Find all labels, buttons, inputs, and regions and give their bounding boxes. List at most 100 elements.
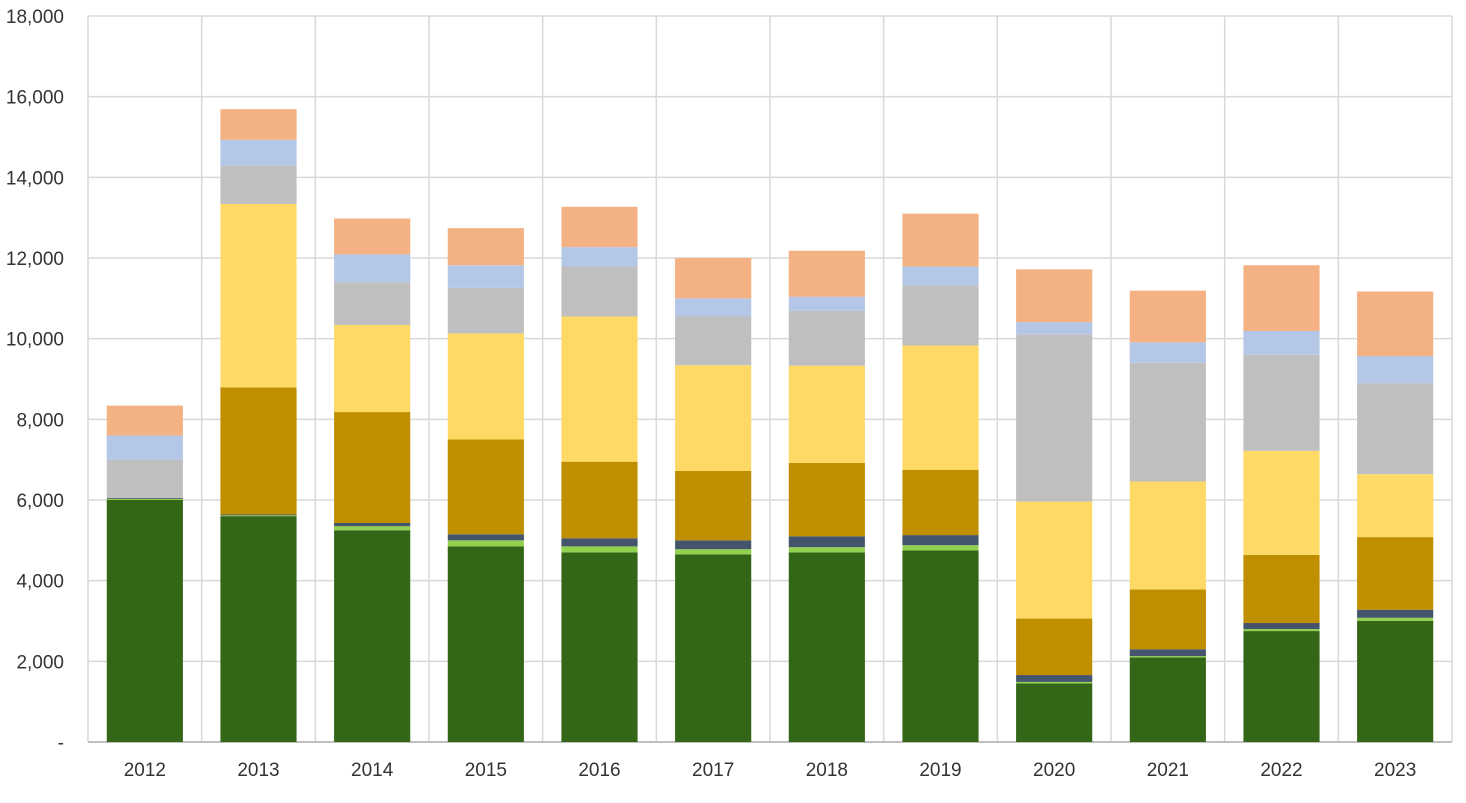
bar-segment-2019-series-8 bbox=[902, 213, 979, 267]
bar-segment-2023-series-6 bbox=[1357, 383, 1434, 475]
bar-segment-2014-series-7 bbox=[334, 254, 411, 283]
y-tick-label: 8,000 bbox=[16, 410, 64, 431]
bar-stack-2016 bbox=[561, 206, 638, 742]
bar-segment-2020-series-4 bbox=[1016, 618, 1093, 676]
bar-segment-2018-series-3 bbox=[788, 536, 865, 548]
bar-segment-2022-series-1 bbox=[1243, 631, 1320, 742]
y-tick-label: 6,000 bbox=[16, 491, 64, 512]
bar-segment-2013-series-8 bbox=[220, 109, 297, 140]
bar-segment-2019-series-7 bbox=[902, 266, 979, 286]
bar-segment-2014-series-3 bbox=[334, 522, 411, 527]
bar-segment-2022-series-8 bbox=[1243, 265, 1320, 332]
bar-stack-2022 bbox=[1243, 265, 1320, 742]
bar-segment-2018-series-6 bbox=[788, 310, 865, 366]
bar-segment-2020-series-7 bbox=[1016, 322, 1093, 335]
y-tick-label: 14,000 bbox=[6, 168, 64, 189]
bar-segment-2021-series-1 bbox=[1129, 657, 1206, 742]
bar-segment-2016-series-3 bbox=[561, 538, 638, 547]
bar-segment-2017-series-1 bbox=[675, 554, 752, 742]
bar-segment-2023-series-5 bbox=[1357, 474, 1434, 538]
y-axis-ticks: - 2,000 4,000 6,000 8,000 10,000 12,000 14,000 1… bbox=[6, 7, 64, 754]
bar-segment-2023-series-8 bbox=[1357, 291, 1434, 357]
bar-stack-2012 bbox=[106, 405, 183, 742]
bar-segment-2016-series-7 bbox=[561, 247, 638, 267]
y-tick-label: 18,000 bbox=[6, 7, 64, 28]
bar-stack-2014 bbox=[334, 218, 411, 742]
bar-segment-2019-series-4 bbox=[902, 469, 979, 536]
bar-segment-2021-series-2 bbox=[1129, 656, 1206, 658]
bar-segment-2020-series-3 bbox=[1016, 675, 1093, 682]
bar-segment-2022-series-5 bbox=[1243, 450, 1320, 555]
bar-segment-2012-series-3 bbox=[106, 497, 183, 499]
x-tick-label: 2023 bbox=[1374, 760, 1416, 781]
bar-segment-2013-series-5 bbox=[220, 203, 297, 388]
bar-stack-2013 bbox=[220, 109, 297, 742]
bar-stack-2020 bbox=[1016, 269, 1093, 742]
bar-segment-2014-series-5 bbox=[334, 324, 411, 413]
bar-segment-2021-series-4 bbox=[1129, 589, 1206, 650]
bar-segment-2015-series-7 bbox=[447, 265, 524, 288]
bar-segment-2014-series-6 bbox=[334, 282, 411, 325]
bar-segment-2017-series-5 bbox=[675, 365, 752, 471]
bar-segment-2016-series-4 bbox=[561, 461, 638, 539]
bar-segment-2023-series-7 bbox=[1357, 356, 1434, 384]
bar-segment-2021-series-7 bbox=[1129, 342, 1206, 363]
bar-segment-2019-series-5 bbox=[902, 345, 979, 470]
bar-segment-2012-series-7 bbox=[106, 435, 183, 460]
y-tick-label: 16,000 bbox=[6, 88, 64, 109]
bar-segment-2018-series-1 bbox=[788, 552, 865, 742]
x-tick-label: 2015 bbox=[465, 760, 507, 781]
x-tick-label: 2013 bbox=[237, 760, 279, 781]
bar-segment-2020-series-5 bbox=[1016, 501, 1093, 619]
bar-segment-2017-series-4 bbox=[675, 470, 752, 541]
bar-segment-2020-series-8 bbox=[1016, 269, 1093, 323]
bar-segment-2018-series-4 bbox=[788, 462, 865, 537]
y-tick-label: 4,000 bbox=[16, 572, 64, 593]
bar-segment-2018-series-7 bbox=[788, 296, 865, 311]
bar-stack-2017 bbox=[675, 258, 752, 742]
bar-segment-2014-series-1 bbox=[334, 530, 411, 742]
x-tick-label: 2022 bbox=[1260, 760, 1302, 781]
bar-segment-2015-series-2 bbox=[447, 540, 524, 547]
y-tick-label: - bbox=[58, 733, 64, 754]
bar-segment-2022-series-3 bbox=[1243, 623, 1320, 630]
bar-segment-2022-series-6 bbox=[1243, 354, 1320, 451]
bar-stack-2019 bbox=[902, 213, 979, 742]
bar-segment-2023-series-1 bbox=[1357, 621, 1434, 742]
bars bbox=[106, 109, 1434, 742]
bar-segment-2023-series-4 bbox=[1357, 537, 1434, 610]
bar-segment-2013-series-2 bbox=[220, 515, 297, 517]
bar-segment-2023-series-2 bbox=[1357, 617, 1434, 621]
bar-segment-2014-series-8 bbox=[334, 218, 411, 255]
bar-segment-2018-series-5 bbox=[788, 365, 865, 463]
bar-segment-2022-series-2 bbox=[1243, 629, 1320, 632]
bar-segment-2020-series-1 bbox=[1016, 683, 1093, 742]
bar-segment-2018-series-8 bbox=[788, 250, 865, 297]
x-tick-label: 2014 bbox=[351, 760, 394, 781]
bar-segment-2015-series-5 bbox=[447, 333, 524, 440]
bar-segment-2016-series-5 bbox=[561, 316, 638, 462]
y-tick-label: 2,000 bbox=[16, 652, 64, 673]
bar-segment-2014-series-2 bbox=[334, 526, 411, 531]
bar-stack-2015 bbox=[447, 228, 524, 742]
bar-segment-2015-series-4 bbox=[447, 439, 524, 535]
bar-segment-2013-series-7 bbox=[220, 139, 297, 166]
bar-segment-2014-series-4 bbox=[334, 412, 411, 523]
bar-segment-2013-series-4 bbox=[220, 387, 297, 515]
bar-stack-2023 bbox=[1357, 291, 1434, 742]
bar-segment-2023-series-3 bbox=[1357, 609, 1434, 618]
grid bbox=[87, 15, 1453, 743]
bar-segment-2021-series-3 bbox=[1129, 649, 1206, 657]
bar-segment-2019-series-1 bbox=[902, 550, 979, 742]
bar-segment-2019-series-6 bbox=[902, 285, 979, 346]
bar-segment-2017-series-7 bbox=[675, 298, 752, 317]
y-tick-label: 12,000 bbox=[6, 249, 64, 270]
bar-segment-2021-series-6 bbox=[1129, 362, 1206, 482]
x-tick-label: 2021 bbox=[1147, 760, 1189, 781]
x-tick-label: 2012 bbox=[124, 760, 166, 781]
bar-segment-2016-series-1 bbox=[561, 552, 638, 742]
x-tick-label: 2016 bbox=[578, 760, 620, 781]
bar-segment-2015-series-3 bbox=[447, 534, 524, 541]
bar-segment-2017-series-3 bbox=[675, 540, 752, 550]
